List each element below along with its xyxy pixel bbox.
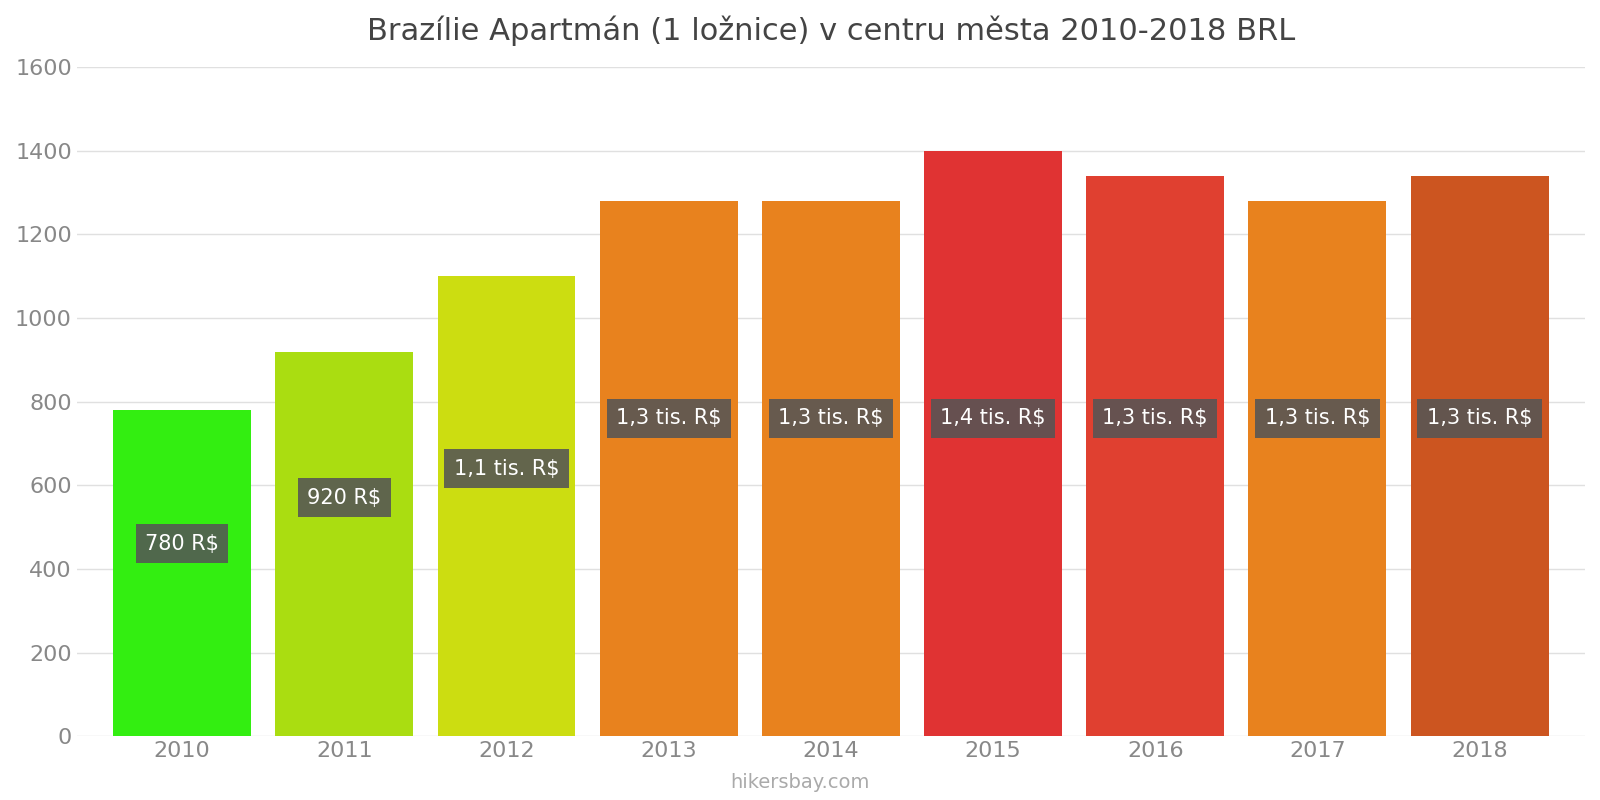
Bar xyxy=(114,410,251,736)
Text: 1,3 tis. R$: 1,3 tis. R$ xyxy=(616,409,722,429)
Bar xyxy=(1411,176,1549,736)
Bar xyxy=(1248,201,1386,736)
Bar xyxy=(762,201,899,736)
Title: Brazílie Apartmán (1 ložnice) v centru města 2010-2018 BRL: Brazílie Apartmán (1 ložnice) v centru m… xyxy=(366,15,1294,46)
Text: 1,3 tis. R$: 1,3 tis. R$ xyxy=(1264,409,1370,429)
Text: 1,1 tis. R$: 1,1 tis. R$ xyxy=(454,458,560,478)
Bar xyxy=(275,351,413,736)
Text: 1,3 tis. R$: 1,3 tis. R$ xyxy=(778,409,883,429)
Text: 780 R$: 780 R$ xyxy=(146,534,219,554)
Text: 1,3 tis. R$: 1,3 tis. R$ xyxy=(1427,409,1533,429)
Bar xyxy=(1086,176,1224,736)
Bar xyxy=(437,276,576,736)
Text: 920 R$: 920 R$ xyxy=(307,488,381,508)
Bar xyxy=(925,151,1062,736)
Text: 1,4 tis. R$: 1,4 tis. R$ xyxy=(941,409,1046,429)
Bar xyxy=(600,201,738,736)
Text: hikersbay.com: hikersbay.com xyxy=(730,773,870,792)
Text: 1,3 tis. R$: 1,3 tis. R$ xyxy=(1102,409,1208,429)
